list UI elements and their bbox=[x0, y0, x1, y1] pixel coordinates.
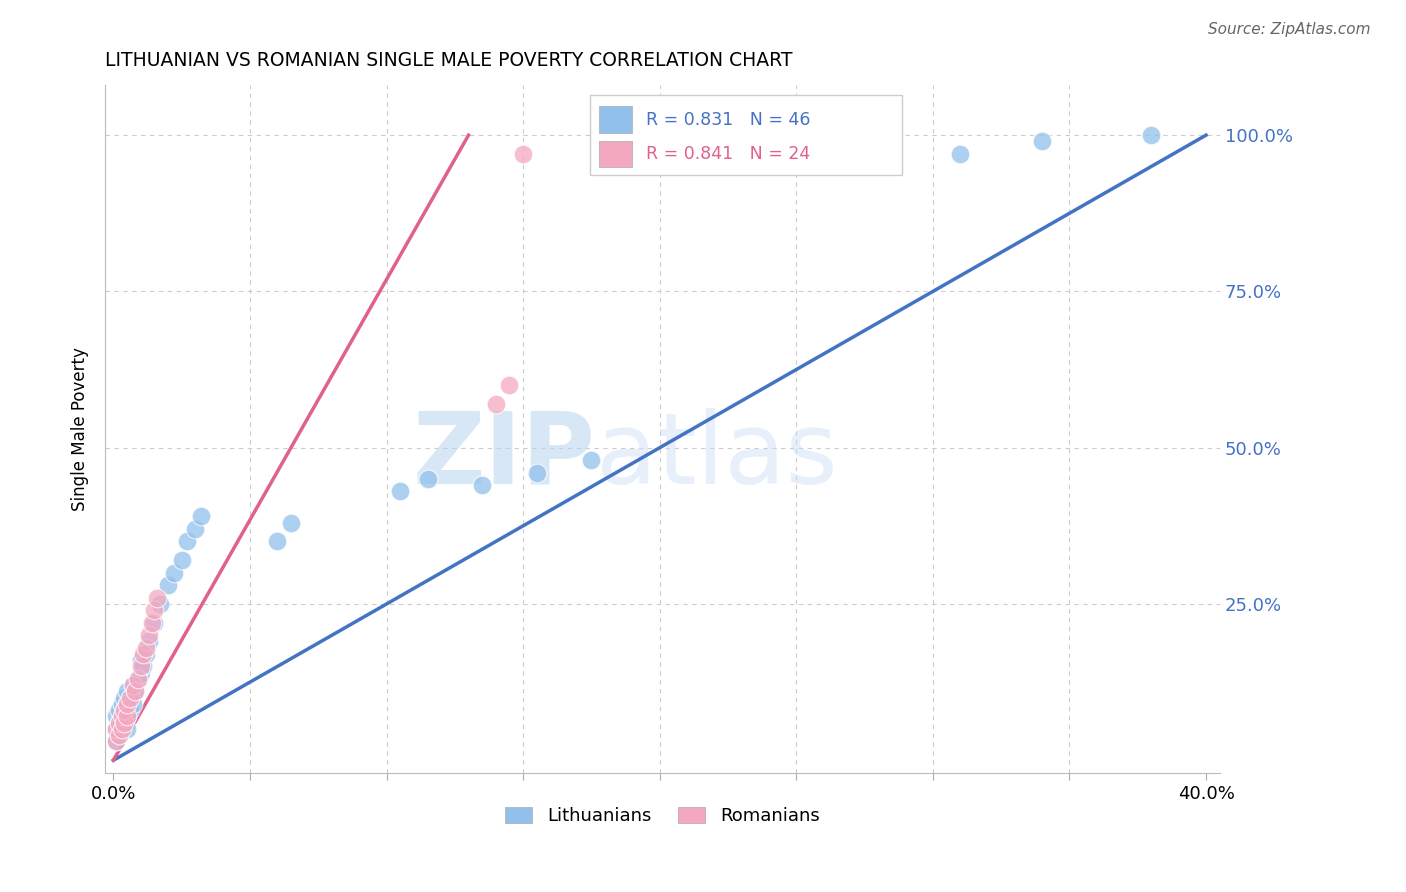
Point bbox=[176, 534, 198, 549]
Legend: Lithuanians, Romanians: Lithuanians, Romanians bbox=[498, 800, 827, 832]
Point bbox=[157, 578, 180, 592]
FancyBboxPatch shape bbox=[591, 95, 903, 175]
Point bbox=[110, 709, 132, 723]
Point bbox=[141, 615, 163, 630]
Point bbox=[121, 678, 143, 692]
Point bbox=[112, 703, 135, 717]
Point bbox=[110, 722, 132, 736]
Point bbox=[471, 478, 494, 492]
Point bbox=[110, 722, 132, 736]
Point bbox=[949, 147, 972, 161]
Point bbox=[121, 678, 143, 692]
Point bbox=[132, 647, 155, 661]
Point bbox=[112, 715, 135, 730]
Point bbox=[108, 715, 131, 730]
Point bbox=[115, 722, 138, 736]
Point bbox=[170, 553, 193, 567]
Point bbox=[190, 509, 212, 524]
Point bbox=[115, 709, 138, 723]
Point bbox=[115, 709, 138, 723]
Point bbox=[118, 690, 141, 705]
Point bbox=[280, 516, 302, 530]
Text: ZIP: ZIP bbox=[413, 408, 596, 505]
Point bbox=[110, 697, 132, 711]
Point bbox=[108, 715, 131, 730]
Point bbox=[526, 466, 548, 480]
Point bbox=[115, 697, 138, 711]
Point bbox=[105, 722, 128, 736]
Point bbox=[132, 659, 155, 673]
Point bbox=[129, 665, 152, 680]
Point bbox=[127, 672, 149, 686]
Point bbox=[124, 684, 146, 698]
FancyBboxPatch shape bbox=[599, 106, 633, 133]
Point bbox=[498, 378, 520, 392]
Point bbox=[389, 484, 412, 499]
Point bbox=[108, 728, 131, 742]
Point bbox=[105, 734, 128, 748]
Point bbox=[485, 397, 508, 411]
Point bbox=[758, 147, 780, 161]
Point bbox=[135, 647, 157, 661]
Point bbox=[149, 597, 172, 611]
Point bbox=[581, 453, 603, 467]
Point bbox=[138, 634, 160, 648]
Point bbox=[112, 690, 135, 705]
Point bbox=[138, 628, 160, 642]
Point bbox=[112, 715, 135, 730]
Point bbox=[127, 672, 149, 686]
Text: R = 0.831   N = 46: R = 0.831 N = 46 bbox=[645, 111, 810, 128]
Point bbox=[108, 728, 131, 742]
Point bbox=[115, 697, 138, 711]
Point bbox=[121, 697, 143, 711]
Text: atlas: atlas bbox=[596, 408, 837, 505]
Point bbox=[124, 684, 146, 698]
Point bbox=[108, 703, 131, 717]
Point bbox=[416, 472, 439, 486]
Y-axis label: Single Male Poverty: Single Male Poverty bbox=[72, 347, 89, 511]
Point bbox=[105, 709, 128, 723]
Point bbox=[184, 522, 207, 536]
Point bbox=[129, 659, 152, 673]
Point bbox=[110, 709, 132, 723]
Point bbox=[112, 703, 135, 717]
Point bbox=[143, 603, 166, 617]
Point bbox=[135, 640, 157, 655]
Point bbox=[115, 684, 138, 698]
Point bbox=[266, 534, 288, 549]
Point bbox=[1031, 135, 1053, 149]
FancyBboxPatch shape bbox=[599, 141, 633, 167]
Text: LITHUANIAN VS ROMANIAN SINGLE MALE POVERTY CORRELATION CHART: LITHUANIAN VS ROMANIAN SINGLE MALE POVER… bbox=[105, 51, 793, 70]
Point bbox=[1140, 128, 1163, 142]
Point bbox=[118, 690, 141, 705]
Point bbox=[105, 734, 128, 748]
Point bbox=[512, 147, 534, 161]
Point bbox=[162, 566, 184, 580]
Point bbox=[118, 703, 141, 717]
Point bbox=[105, 722, 128, 736]
Point bbox=[146, 591, 169, 605]
Text: Source: ZipAtlas.com: Source: ZipAtlas.com bbox=[1208, 22, 1371, 37]
Point bbox=[129, 653, 152, 667]
Text: R = 0.841   N = 24: R = 0.841 N = 24 bbox=[645, 145, 810, 163]
Point bbox=[143, 615, 166, 630]
